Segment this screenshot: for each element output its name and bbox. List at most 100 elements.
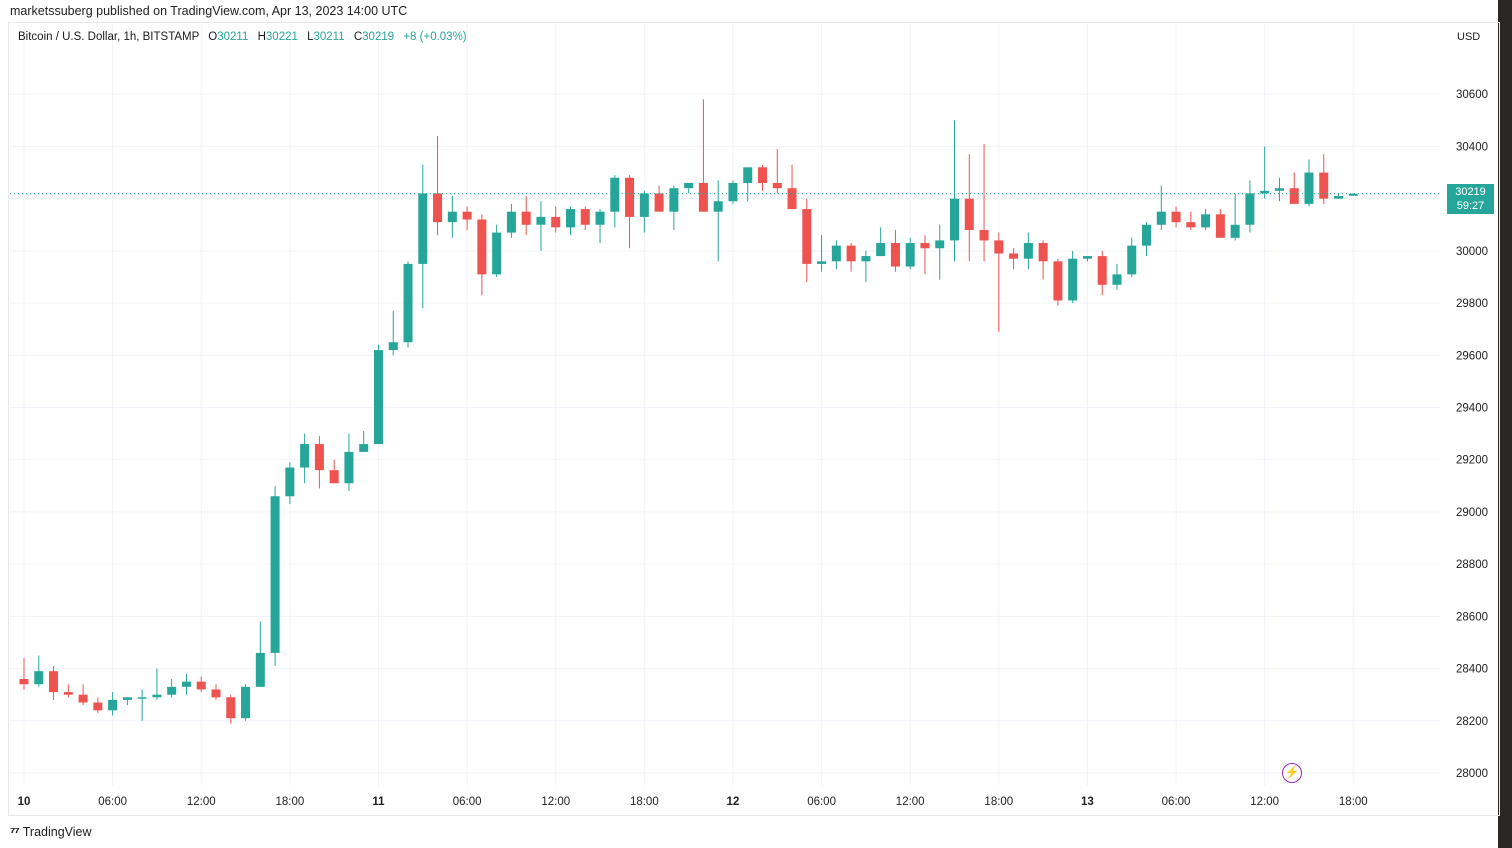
candle [610,175,620,228]
y-tick-label: 28000 [1456,768,1488,780]
x-tick-label: 06:00 [453,796,482,808]
y-tick-label: 30000 [1456,246,1488,258]
candle-body [122,697,132,700]
close-value: 30219 [362,31,395,43]
symbol-name[interactable]: Bitcoin / U.S. Dollar, 1h, BITSTAMP [18,31,200,43]
candle-body [93,702,103,711]
candle-body [34,671,44,685]
bar-countdown: 59:27 [1456,200,1485,212]
low-label: L [307,31,314,43]
candle [669,185,679,230]
candle-body [758,167,767,183]
candle-body [78,694,88,703]
lightning-icon[interactable]: ⚡ [1282,763,1302,783]
candle-body [890,243,900,267]
candle-body [137,697,147,699]
candle-body [639,193,649,217]
candle-body [1348,193,1358,196]
footer-brand[interactable]: ⁷⁷ TradingView [10,824,92,839]
candle-body [19,679,29,685]
candle-body [1289,188,1299,204]
open-label: O [208,31,218,43]
brand-name: TradingView [22,824,92,839]
candle-body [359,444,369,452]
candle [373,344,383,445]
candle [314,436,324,489]
y-tick-label: 29600 [1456,350,1488,362]
candle-body [950,198,960,241]
candle [1142,222,1152,257]
y-tick-label: 28600 [1456,611,1488,623]
candle [1097,250,1107,296]
candle [137,689,147,721]
x-tick-label: 18:00 [275,796,304,808]
right-edge-strip [1498,0,1512,848]
candle-body [152,694,162,698]
candle-body [1230,224,1240,238]
candle-body [1201,214,1211,228]
chart-frame[interactable] [8,22,1500,816]
candle [950,120,960,262]
candle [935,224,945,280]
last-price-value: 30219 [1455,186,1486,198]
candle-body [1319,172,1329,199]
candle-body [1038,243,1048,262]
candle [1201,209,1211,230]
candle-body [1053,261,1063,301]
candle [181,673,191,695]
candle [1319,154,1329,204]
candle-body [772,182,782,189]
y-tick-label: 29000 [1456,507,1488,519]
candle-body [743,167,753,183]
candle [1260,146,1270,199]
candle-body [1260,190,1270,194]
candle [226,694,236,724]
candle-body [167,686,177,695]
x-tick-label: 18:00 [984,796,1013,808]
candle [1289,172,1299,204]
last-price-tag: 30219 59:27 [1447,184,1494,214]
candle [108,692,118,716]
candle [49,665,59,700]
candle-body [920,243,930,249]
candle [1348,193,1358,196]
candle [521,196,531,236]
currency-label[interactable]: USD [1457,31,1481,43]
candle-body [905,243,915,267]
candle [772,149,782,194]
candle-body [1112,274,1122,285]
candle [329,459,339,484]
candle [447,196,457,238]
publisher-header: marketssuberg published on TradingView.c… [10,4,408,18]
candlestick-chart[interactable]: 28000 28200 28400 28600 28800 29000 29200 29400… [0,0,1500,816]
candle [861,250,871,283]
candle [34,655,44,687]
x-tick-label: 06:00 [98,796,127,808]
candle [403,261,413,348]
candle [1038,240,1048,280]
candle [300,433,310,484]
candle-body [1082,256,1092,259]
candle-body [1304,172,1314,204]
x-tick-label: 10 [18,796,31,808]
candle-body [196,681,206,690]
candle [462,206,472,230]
candle [817,235,827,272]
candle-body [654,193,664,212]
candle [565,206,575,236]
candle-body [713,201,723,212]
candle [433,135,443,236]
candle [846,243,856,272]
candle [802,198,812,283]
candle-body [536,216,546,225]
candle-body [1097,256,1107,285]
low-value: 30211 [313,31,345,43]
candle-body [462,211,472,220]
candle-body [447,211,457,223]
high-label: H [257,31,266,43]
candle-body [1215,214,1225,238]
candle [639,190,649,233]
candle [285,462,295,505]
symbol-legend[interactable]: Bitcoin / U.S. Dollar, 1h, BITSTAMP O 302… [18,31,467,43]
candle-body [1127,245,1137,275]
